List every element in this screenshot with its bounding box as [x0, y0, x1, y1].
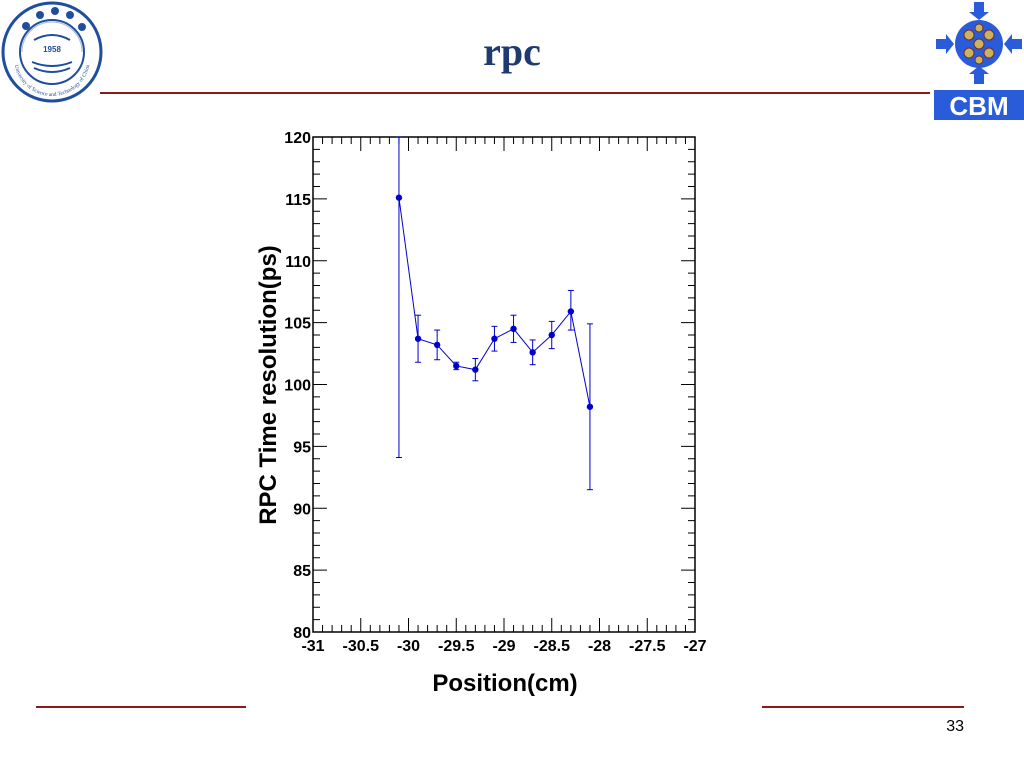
data-point	[567, 308, 575, 315]
data-point	[529, 349, 536, 356]
x-tick-label: -27.5	[629, 638, 666, 655]
y-tick-label: 95	[293, 439, 311, 456]
page-number: 33	[946, 718, 964, 735]
bottom-divider-left	[36, 706, 246, 708]
y-axis-label: RPC Time resolution(ps)	[255, 245, 282, 525]
x-axis-label: Position(cm)	[432, 670, 577, 697]
bottom-divider-right	[762, 706, 964, 708]
slide-title: rpc	[483, 29, 541, 74]
x-tick-label: -27	[683, 638, 706, 655]
x-tick-label: -30.5	[343, 638, 380, 655]
x-tick-label: -29	[492, 638, 515, 655]
data-point	[491, 335, 498, 342]
y-tick-label: 80	[293, 625, 311, 642]
cbm-detector-icon: CBM	[934, 0, 1024, 120]
x-tick-label: -30	[397, 638, 420, 655]
data-point	[453, 362, 460, 370]
data-point	[433, 341, 441, 349]
x-tick-label: -29.5	[438, 638, 475, 655]
x-tick-label: -28.5	[534, 638, 571, 655]
y-tick-label: 85	[293, 563, 311, 580]
series-layer	[395, 136, 594, 491]
y-tick-label: 105	[284, 316, 311, 333]
data-point	[414, 335, 422, 342]
data-point	[395, 194, 403, 201]
y-tick-label: 90	[293, 501, 311, 518]
plot-frame	[312, 136, 696, 633]
data-point	[510, 325, 517, 333]
y-tick-label: 115	[285, 192, 311, 209]
top-divider	[100, 92, 930, 94]
y-tick-label: 100	[284, 378, 311, 395]
seal-year: 1958	[43, 45, 61, 54]
x-tick-label: -28	[588, 638, 611, 655]
data-point	[548, 331, 555, 339]
y-tick-label: 120	[284, 130, 311, 147]
data-point	[472, 366, 479, 373]
cbm-logo-text: CBM	[949, 91, 1008, 120]
university-seal-icon: 1958 University of Science and Technolog…	[1, 1, 103, 103]
axis-ticks	[312, 136, 696, 633]
data-point	[586, 403, 594, 410]
y-tick-label: 110	[285, 254, 311, 271]
x-tick-label: -31	[301, 638, 324, 655]
